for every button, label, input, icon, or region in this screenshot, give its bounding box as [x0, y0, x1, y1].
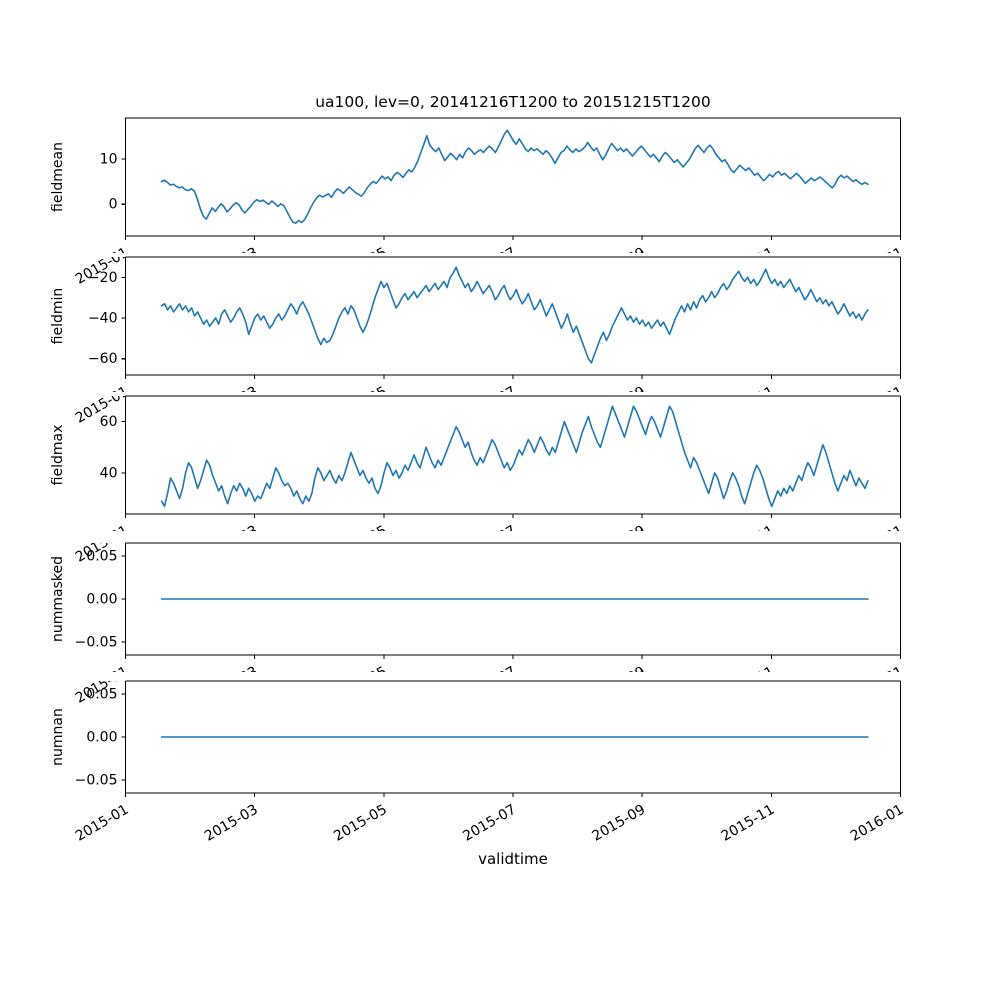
- x-tick-label: 2015-09: [590, 802, 649, 845]
- data-line-fieldmin: [160, 266, 869, 364]
- y-axis-label-numnan: numnan: [50, 708, 66, 766]
- y-tick-label: −0.05: [75, 773, 118, 789]
- y-tick-label: 10: [100, 151, 118, 167]
- x-tick-label: 2015-03: [202, 802, 261, 845]
- y-axis-label-fieldmin: fieldmin: [50, 288, 66, 345]
- x-tick-label: 2016-01: [848, 802, 907, 845]
- y-tick-label: 40: [100, 465, 118, 481]
- label-clip-mask: [0, 392, 1000, 396]
- x-tick-label: 2015-05: [331, 802, 390, 845]
- y-tick-label: −60: [88, 351, 118, 367]
- x-tick-label: 2015-11: [719, 802, 778, 845]
- y-tick-label: 0: [109, 197, 118, 213]
- y-tick-label: 0.00: [86, 730, 117, 746]
- y-tick-label: 60: [100, 414, 118, 430]
- y-axis-label-fieldmax: fieldmax: [50, 425, 66, 486]
- y-axis-label-nummasked: nummasked: [50, 556, 66, 642]
- y-tick-label: −20: [88, 270, 118, 286]
- plot-panel-numnan: 0.05 0.00 −0.05 numnan 2015-01 2015-03 2015-05…: [50, 680, 907, 845]
- plot-area-fieldmax: [125, 396, 901, 514]
- y-tick-label: 0.05: [86, 686, 117, 702]
- x-tick-label: 2015-01: [73, 802, 132, 845]
- x-axis-label: validtime: [478, 850, 548, 868]
- figure-title: ua100, lev=0, 20141216T1200 to 20151215T…: [315, 93, 711, 111]
- label-clip-mask: [0, 672, 1000, 681]
- y-tick-label: 0.05: [86, 548, 117, 564]
- plot-area-fieldmin: [125, 257, 901, 375]
- axes-spines: [124, 117, 902, 237]
- y-tick-label: −40: [88, 311, 118, 327]
- x-tick-label: 2015-07: [460, 802, 519, 845]
- data-line-fieldmean: [160, 129, 869, 225]
- label-clip-mask: [0, 253, 1000, 257]
- y-tick-label: −0.05: [75, 635, 118, 651]
- y-tick-label: 0.00: [86, 592, 117, 608]
- data-line-fieldmax: [160, 405, 869, 508]
- label-clip-mask: [0, 531, 1000, 543]
- plot-area-fieldmean: [125, 118, 901, 236]
- y-axis-label-fieldmean: fieldmean: [50, 142, 66, 212]
